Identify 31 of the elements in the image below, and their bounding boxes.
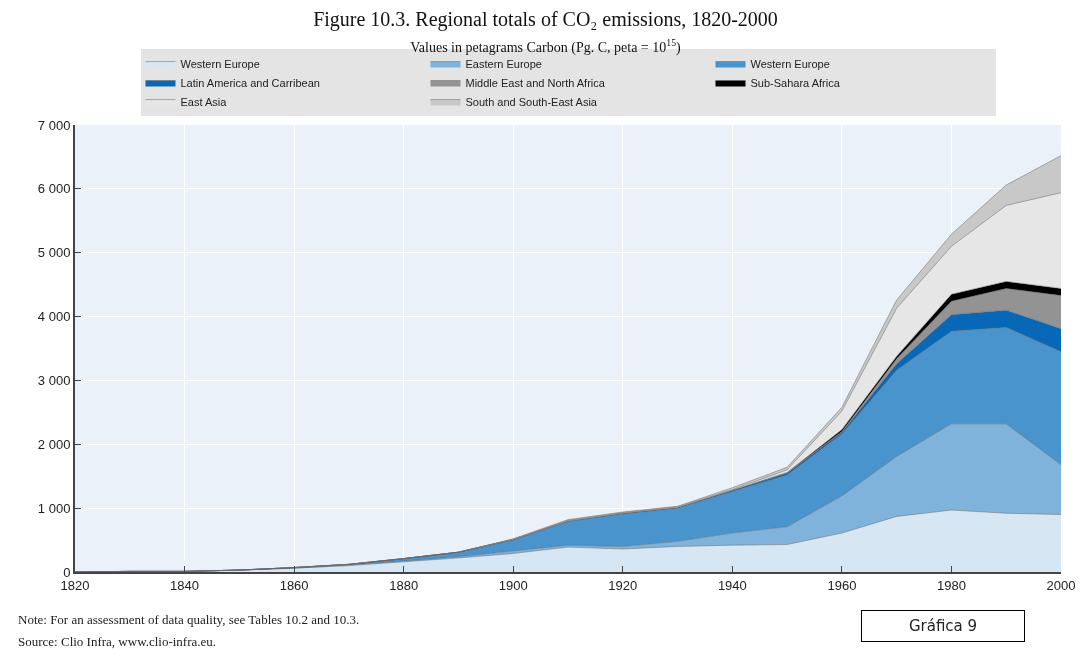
y-tick-label: 4 000 (37, 309, 71, 325)
x-tick-label: 1880 (389, 577, 419, 593)
text: Note: For an assessment of data quality, see Tables 10.2 and 10.3. (18, 612, 360, 627)
legend-label: Eastern Europe (465, 57, 542, 70)
x-tick-label: 1900 (498, 577, 528, 593)
legend-label: Latin America and Carribean (180, 76, 320, 89)
x-tick-label: 1820 (60, 577, 90, 593)
x-tick-label: 1960 (827, 577, 857, 593)
y-tick-label: 3 000 (37, 372, 71, 388)
y-tick-label: 2 000 (37, 436, 71, 452)
y-tick-label: 0 (63, 564, 71, 580)
chart-title: Figure 10.3. Regional totals of CO₂ emissions, 1820-2000 (313, 8, 778, 32)
legend-label: Middle East and North Africa (465, 76, 606, 89)
source-note: Source: Clio Infra, www.clio-infra.eu. (18, 634, 217, 649)
x-tick-label: 1980 (936, 577, 966, 593)
y-tick-label: 6 000 (37, 181, 71, 197)
chart-subtitle: Values in petagrams Carbon (Pg. C, peta = 10$^{15}$) (410, 37, 682, 57)
x-tick-label: 1860 (279, 577, 309, 593)
y-tick-label: 1 000 (37, 500, 71, 516)
y-tick-label: 5 000 (37, 245, 71, 261)
x-tick-label: 1940 (717, 577, 747, 593)
legend-label: Sub-Sahara Africa (750, 76, 841, 89)
x-tick-label: 1840 (170, 577, 200, 593)
x-tick-label: 1920 (608, 577, 638, 593)
legend-label: East Asia (180, 95, 228, 108)
y-tick-label: 7 000 (37, 117, 71, 133)
text: Gráfica 9 (908, 617, 978, 635)
x-tick-label: 2000 (1046, 577, 1076, 593)
legend-label: Western Europe (750, 57, 830, 70)
legend-label: South and South-East Asia (465, 95, 598, 108)
legend-label: Western Europe (180, 57, 260, 70)
